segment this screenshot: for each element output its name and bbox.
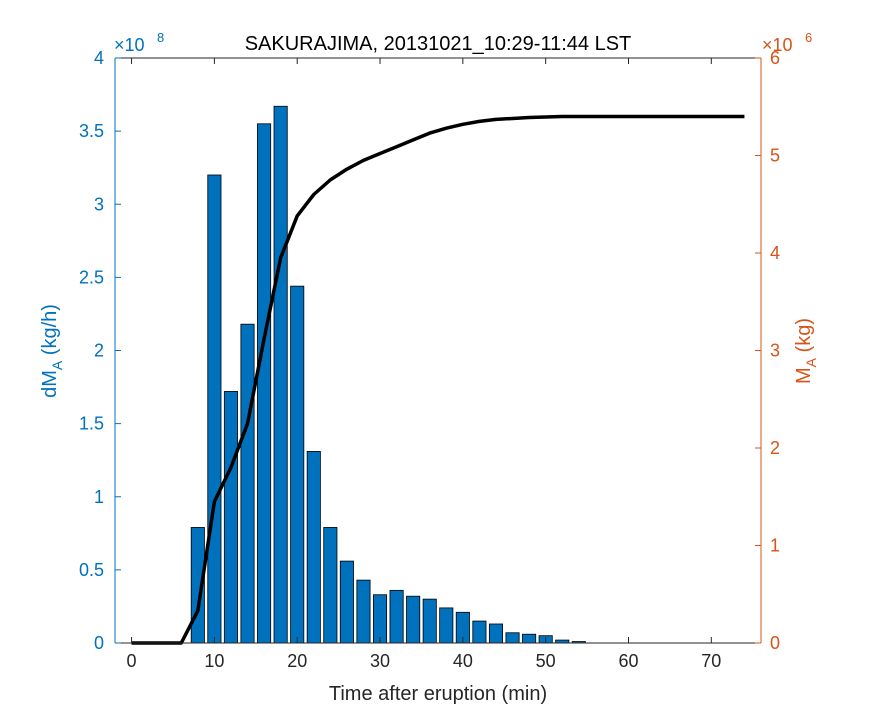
right-exponent-base: ×10 [762,35,793,55]
left-exponent: ×10 8 [114,30,164,55]
chart-title: SAKURAJIMA, 20131021_10:29-11:44 LST [245,33,632,55]
bar [389,589,404,644]
left-axis-label-main: dM [39,370,61,398]
bars-layer [190,105,586,644]
bar [306,451,321,644]
left-y-tick-label: 2 [94,341,104,361]
bar [356,579,371,644]
left-exponent-base: ×10 [114,35,145,55]
bar [406,595,421,644]
left-y-tick-label: 1.5 [79,414,104,434]
svg-text:dMA (kg/h): dMA (kg/h) [39,304,65,398]
bar [372,594,388,644]
x-axis-label: Time after eruption (min) [329,683,547,705]
x-tick-label: 60 [618,651,638,671]
bar [505,632,520,644]
bar [488,623,504,644]
right-y-tick-label: 0 [770,633,780,653]
right-y-tick-label: 4 [770,243,780,263]
bar [522,633,537,644]
left-y-tick-label: 1 [94,487,104,507]
x-tick-label: 50 [536,651,556,671]
bar [273,105,288,644]
right-y-tick-label: 3 [770,341,780,361]
left-axis-label-unit: (kg/h) [39,304,61,355]
bar [207,174,222,644]
bar [323,527,338,644]
left-y-tick-label: 0.5 [79,560,104,580]
x-tick-label: 10 [204,651,224,671]
right-axis-label-sub: A [803,357,819,367]
x-tick-label: 70 [701,651,721,671]
x-tick-label: 0 [127,651,137,671]
right-y-tick-label: 6 [770,48,780,68]
right-exponent: ×10 6 [762,30,812,55]
left-y-tick-label: 2.5 [79,267,104,287]
left-axis-label: dMA (kg/h) [39,304,65,398]
bar [439,607,454,644]
left-y-tick-label: 4 [94,48,104,68]
cumulative-mass-line [131,114,745,645]
x-tick-label: 30 [370,651,390,671]
x-tick-label: 20 [287,651,307,671]
x-tick-label: 40 [453,651,473,671]
line-layer [131,114,745,645]
left-exponent-power: 8 [157,30,164,45]
right-y-tick-label: 5 [770,146,780,166]
bar [339,560,354,644]
right-axis-label-main: M [793,367,815,384]
left-y-tick-label: 0 [94,633,104,653]
plot-background [115,58,761,643]
right-exponent-power: 6 [805,30,812,45]
left-axis-label-sub: A [49,360,65,370]
bar [290,285,305,644]
right-axis-label-unit: (kg) [793,318,815,352]
bar [472,620,487,644]
right-y-tick-label: 2 [770,438,780,458]
bar [223,391,238,644]
left-y-tick-label: 3 [94,194,104,214]
right-axis-label: MA (kg) [793,318,819,384]
right-y-tick-label: 1 [770,536,780,556]
bar [240,323,255,644]
svg-text:MA (kg): MA (kg) [793,318,819,384]
left-y-tick-label: 3.5 [79,121,104,141]
bar [422,598,437,644]
bar [257,123,272,644]
